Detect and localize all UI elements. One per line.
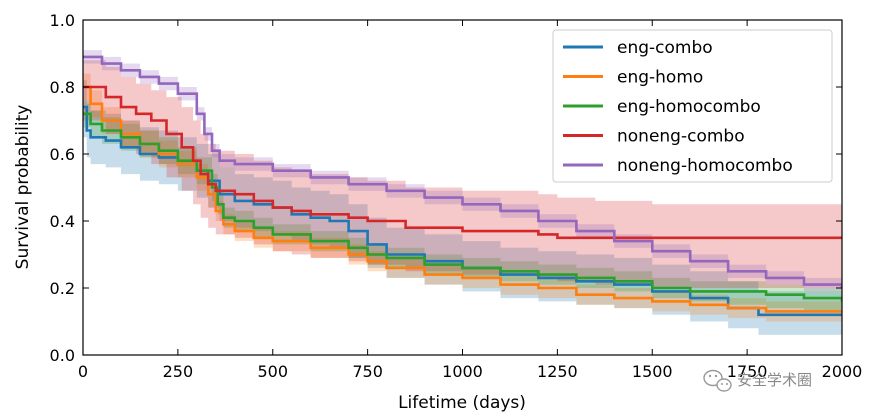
legend-label-noneng-combo: noneng-combo bbox=[617, 127, 745, 147]
x-tick-label: 1000 bbox=[442, 362, 483, 381]
legend-label-eng-homocombo: eng-homocombo bbox=[617, 97, 761, 117]
x-tick-label: 1250 bbox=[537, 362, 578, 381]
watermark: 安全学术圈 bbox=[703, 369, 812, 392]
ci-band-eng-homo bbox=[83, 73, 842, 322]
line-noneng-combo bbox=[83, 85, 842, 240]
watermark-text: 安全学术圈 bbox=[737, 371, 812, 389]
legend: eng-combo eng-homo eng-homocombo noneng-com… bbox=[552, 29, 833, 183]
y-tick-label: 0.2 bbox=[50, 279, 75, 298]
wechat-icon bbox=[703, 369, 732, 392]
legend-label-eng-homo: eng-homo bbox=[617, 68, 703, 88]
x-tick-label: 1500 bbox=[632, 362, 673, 381]
line-eng-homocombo bbox=[83, 112, 842, 302]
x-tick-label: 0 bbox=[78, 362, 88, 381]
x-tick-label: 2000 bbox=[822, 362, 863, 381]
legend-label-noneng-homocombo: noneng-homocombo bbox=[617, 156, 793, 176]
line-noneng-homocombo bbox=[83, 55, 842, 288]
y-tick-label: 0.4 bbox=[50, 212, 75, 231]
ci-band-eng-combo bbox=[83, 80, 842, 335]
y-tick-label: 1.0 bbox=[50, 11, 75, 30]
legend-box bbox=[552, 29, 833, 183]
x-tick-label: 500 bbox=[257, 362, 288, 381]
x-tick-label: 250 bbox=[163, 362, 194, 381]
y-tick-label: 0.0 bbox=[50, 346, 75, 365]
y-axis: 0.0 0.2 0.4 0.6 0.8 1.0 bbox=[50, 11, 842, 365]
y-tick-label: 0.6 bbox=[50, 145, 75, 164]
y-axis-label: Survival probability bbox=[13, 105, 33, 270]
x-tick-label: 1750 bbox=[727, 362, 768, 381]
x-axis: 0 250 500 750 1000 1250 1500 1750 2000 bbox=[78, 20, 862, 381]
x-tick-label: 750 bbox=[352, 362, 383, 381]
line-eng-combo bbox=[83, 105, 842, 317]
x-axis-label: Lifetime (days) bbox=[398, 393, 526, 413]
survival-lines bbox=[83, 55, 842, 317]
legend-label-eng-combo: eng-combo bbox=[617, 38, 713, 58]
y-tick-label: 0.8 bbox=[50, 78, 75, 97]
